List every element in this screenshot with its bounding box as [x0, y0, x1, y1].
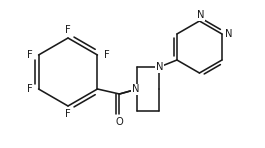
Text: F: F — [65, 109, 71, 119]
Text: F: F — [65, 25, 71, 35]
Text: F: F — [27, 84, 32, 94]
Text: N: N — [225, 29, 233, 39]
Text: N: N — [197, 10, 204, 20]
Text: N: N — [132, 84, 139, 94]
Text: N: N — [156, 62, 163, 72]
Text: O: O — [116, 117, 123, 127]
Text: F: F — [104, 50, 109, 60]
Text: F: F — [27, 50, 32, 60]
